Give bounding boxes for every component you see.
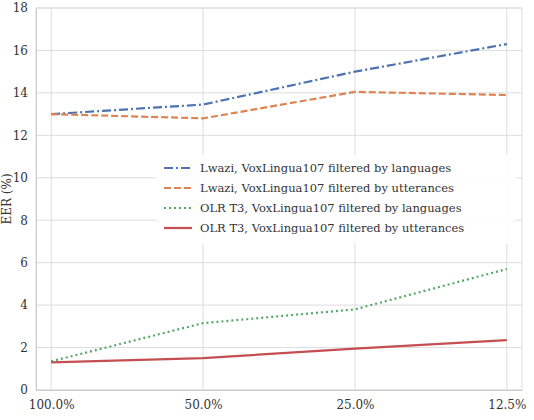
series-line xyxy=(51,269,507,361)
legend-swatch xyxy=(164,187,192,189)
tick-label: 25.0% xyxy=(336,398,374,412)
legend-swatch xyxy=(164,227,192,229)
tick-label: 4 xyxy=(20,298,28,312)
tick: 50.0% xyxy=(185,390,223,412)
tick-label: 14 xyxy=(13,86,29,100)
legend-item: Lwazi, VoxLingua107 filtered by utteranc… xyxy=(164,181,454,195)
legend-label: OLR T3, VoxLingua107 filtered by languag… xyxy=(200,201,462,215)
tick: 14 xyxy=(13,86,36,100)
tick: 8 xyxy=(20,214,36,228)
tick: 4 xyxy=(20,298,36,312)
tick: 25.0% xyxy=(336,390,374,412)
tick-label: 18 xyxy=(13,1,28,15)
series-group xyxy=(51,44,507,362)
legend-swatch xyxy=(164,207,192,209)
grid-line xyxy=(36,50,522,51)
grid xyxy=(36,8,522,390)
x-axis: 100.0% 50.0% 25.0% 12.5% xyxy=(29,390,527,412)
legend-item: OLR T3, VoxLingua107 filtered by languag… xyxy=(164,201,462,215)
tick: 2 xyxy=(20,341,36,355)
legend-label: Lwazi, VoxLingua107 filtered by utteranc… xyxy=(200,181,454,195)
plot: 0 2 4 6 8 10 12 14 16 18 100.0% 50.0% 25.0% 12.5% Lwaz… xyxy=(13,1,527,411)
grid-line xyxy=(36,347,522,348)
tick: 6 xyxy=(20,256,36,270)
grid-line xyxy=(51,8,52,390)
tick: 10 xyxy=(13,171,36,185)
tick: 0 xyxy=(20,383,36,397)
tick: 16 xyxy=(13,44,36,58)
tick: 18 xyxy=(13,1,36,15)
tick-label: 2 xyxy=(20,341,28,355)
series-line xyxy=(51,44,507,114)
tick-label: 100.0% xyxy=(29,398,75,412)
tick-label: 8 xyxy=(20,214,28,228)
tick-label: 16 xyxy=(13,44,28,58)
axis-title: EER (%) xyxy=(0,173,14,224)
grid-line xyxy=(36,262,522,263)
legend-item: Lwazi, VoxLingua107 filtered by language… xyxy=(164,161,451,175)
tick: 100.0% xyxy=(29,390,75,412)
chart: 0 2 4 6 8 10 12 14 16 18 100.0% 50.0% 25.0% 12.5% Lwaz… xyxy=(0,0,534,420)
legend: Lwazi, VoxLingua107 filtered by language… xyxy=(156,154,516,244)
legend-label: OLR T3, VoxLingua107 filtered by utteran… xyxy=(200,221,464,235)
tick-label: 50.0% xyxy=(185,398,223,412)
y-axis: 0 2 4 6 8 10 12 14 16 18 xyxy=(13,1,37,397)
legend-swatch xyxy=(164,167,192,169)
tick-label: 0 xyxy=(20,383,28,397)
tick: 12 xyxy=(13,129,36,143)
tick-label: 10 xyxy=(13,171,28,185)
axis-line xyxy=(37,390,523,391)
grid-line xyxy=(36,305,522,306)
tick-label: 6 xyxy=(20,256,28,270)
tick-label: 12 xyxy=(13,129,28,143)
legend-box xyxy=(156,154,516,244)
legend-item: OLR T3, VoxLingua107 filtered by utteran… xyxy=(164,221,464,235)
frame xyxy=(36,8,522,390)
axis-line xyxy=(36,9,37,391)
tick: 12.5% xyxy=(488,390,526,412)
series-line xyxy=(51,92,507,119)
grid-line xyxy=(36,135,522,136)
legend-label: Lwazi, VoxLingua107 filtered by language… xyxy=(200,161,451,175)
tick-label: 12.5% xyxy=(488,398,526,412)
series-line xyxy=(51,340,507,362)
